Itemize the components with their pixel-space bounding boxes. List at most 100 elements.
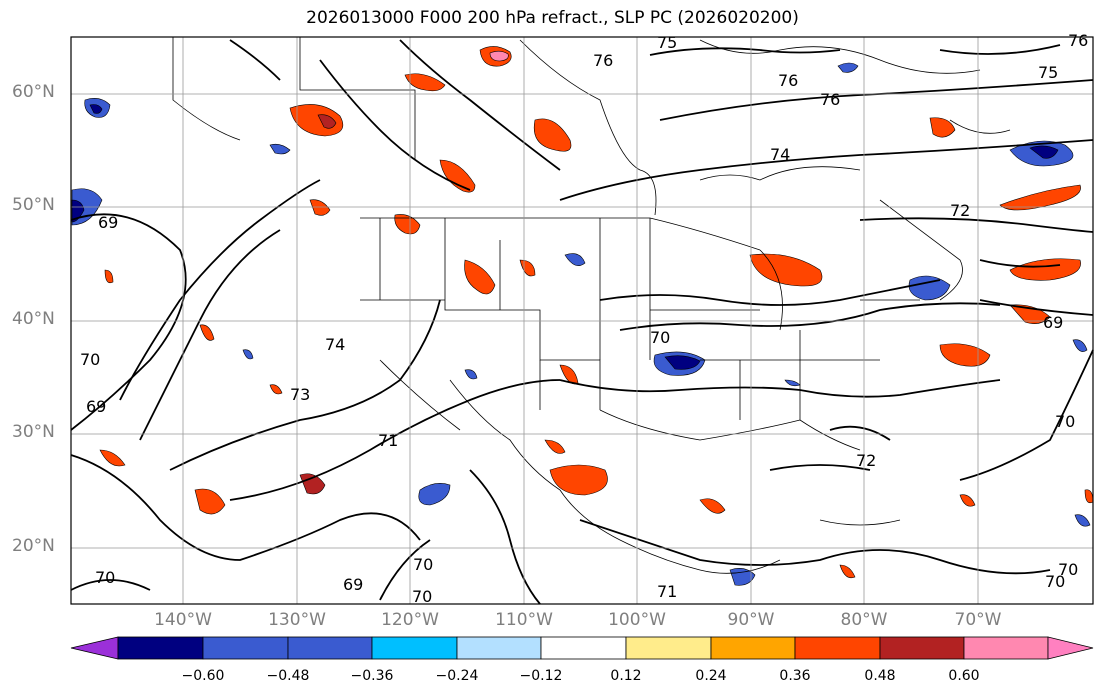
- lon-label: 70°W: [954, 610, 1002, 630]
- anomaly-blob: [439, 159, 476, 193]
- colorbar-segment: [710, 636, 796, 660]
- colorbar-tick-label: 0.60: [948, 668, 980, 684]
- anomaly-blob: [194, 488, 226, 515]
- colorbar-tick-label: 0.24: [695, 668, 727, 684]
- contour-label: 72: [856, 451, 876, 470]
- contour-label: 76: [820, 90, 840, 109]
- anomaly-blob: [489, 50, 509, 62]
- anomaly-blob: [699, 498, 726, 514]
- anomaly-blob: [1009, 304, 1051, 324]
- anomaly-blob: [464, 259, 496, 295]
- anomaly-blob: [317, 114, 337, 129]
- contour-label: 71: [657, 582, 677, 601]
- colorbar: [70, 636, 1094, 660]
- lat-label: 30°N: [12, 422, 55, 442]
- anomaly-blob: [749, 253, 823, 287]
- contour-label: 69: [98, 213, 118, 232]
- anomaly-blob: [71, 199, 85, 223]
- anomaly-blob: [533, 118, 572, 152]
- colorbar-segment: [625, 636, 712, 660]
- colorbar-segment: [202, 636, 289, 660]
- anomaly-blob: [418, 483, 451, 506]
- anomaly-blob: [394, 214, 421, 235]
- lat-label: 60°N: [12, 82, 55, 102]
- contour-label: 76: [593, 51, 613, 70]
- contour-label: 70: [650, 328, 670, 347]
- lat-label: 50°N: [12, 195, 55, 215]
- contour-label: 73: [290, 385, 310, 404]
- colorbar-tick-label: −0.60: [181, 668, 225, 684]
- lon-label: 140°W: [154, 610, 212, 630]
- contour-label: 69: [86, 397, 106, 416]
- anomaly-blob: [664, 355, 701, 370]
- colorbar-segment: [963, 636, 1049, 660]
- anomaly-blob: [564, 253, 586, 266]
- lat-label: 20°N: [12, 536, 55, 556]
- anomaly-blob: [1072, 339, 1088, 352]
- contour-label: 70: [1058, 560, 1078, 579]
- contour-label: 70: [1055, 412, 1075, 431]
- colorbar-tick-label: 0.12: [610, 668, 642, 684]
- contour-label: 76: [778, 71, 798, 90]
- colorbar-tick-label: −0.48: [266, 668, 310, 684]
- anomaly-blob: [309, 199, 331, 216]
- anomaly-blob: [559, 364, 579, 385]
- colorbar-segment: [371, 636, 458, 660]
- slp-contours: [70, 39, 1094, 605]
- anomaly-blob: [999, 184, 1081, 211]
- anomaly-blob: [89, 104, 103, 114]
- contour-label: 69: [343, 575, 363, 594]
- contour-label: 69: [1043, 313, 1063, 332]
- anomaly-blob: [269, 384, 283, 395]
- contour-label: 76: [1068, 31, 1088, 50]
- anomaly-blob: [299, 473, 326, 495]
- contour-label: 70: [1045, 572, 1065, 591]
- colorbar-min-arrow: [70, 636, 119, 660]
- colorbar-tick-label: 0.36: [779, 668, 811, 684]
- anomaly-blob: [199, 324, 215, 341]
- colorbar-tick-label: 0.48: [864, 668, 896, 684]
- colorbar-tick-label: −0.36: [350, 668, 394, 684]
- lon-label: 130°W: [268, 610, 326, 630]
- anomaly-blob: [1074, 514, 1091, 527]
- contour-label: 74: [770, 145, 790, 164]
- map-title: 2026013000 F000 200 hPa refract., SLP PC…: [306, 8, 799, 28]
- anomaly-blob: [104, 269, 114, 284]
- anomaly-blob: [464, 369, 478, 380]
- anomaly-blob: [99, 449, 126, 467]
- contour-label: 70: [80, 350, 100, 369]
- anomaly-blob: [837, 62, 859, 73]
- contour-label: 70: [413, 555, 433, 574]
- contour-labels: 75 76 76 75 76 76 74 72 69 69 74 73 70 7…: [80, 31, 1088, 606]
- contour-label: 71: [378, 431, 398, 450]
- anomaly-blob: [908, 275, 951, 301]
- contour-label: 70: [412, 587, 432, 606]
- refractivity-anomalies: [71, 46, 1094, 586]
- lon-label: 90°W: [727, 610, 775, 630]
- contour-label: 70: [95, 568, 115, 587]
- colorbar-tick-label: −0.12: [519, 668, 563, 684]
- colorbar-segment: [879, 636, 965, 660]
- contour-label: 75: [1038, 63, 1058, 82]
- lon-label: 80°W: [840, 610, 888, 630]
- contour-label: 75: [657, 33, 677, 52]
- anomaly-blob: [242, 349, 254, 360]
- anomaly-blob: [929, 117, 956, 138]
- colorbar-segment: [117, 636, 204, 660]
- anomaly-blob: [839, 564, 856, 579]
- colorbar-segment: [287, 636, 373, 660]
- anomaly-blob: [549, 464, 608, 496]
- lon-label: 120°W: [381, 610, 439, 630]
- colorbar-segment: [456, 636, 542, 660]
- geographic-borders: [172, 37, 1011, 574]
- map-border: [70, 36, 1094, 605]
- anomaly-blob: [269, 143, 291, 155]
- contour-label: 74: [325, 335, 345, 354]
- lon-label: 100°W: [608, 610, 666, 630]
- anomaly-blob: [1029, 145, 1059, 159]
- lat-lon-grid: [71, 37, 1093, 604]
- anomaly-blob: [939, 343, 991, 367]
- colorbar-segment: [540, 636, 627, 660]
- anomaly-blob: [1009, 258, 1081, 281]
- colorbar-segment: [794, 636, 881, 660]
